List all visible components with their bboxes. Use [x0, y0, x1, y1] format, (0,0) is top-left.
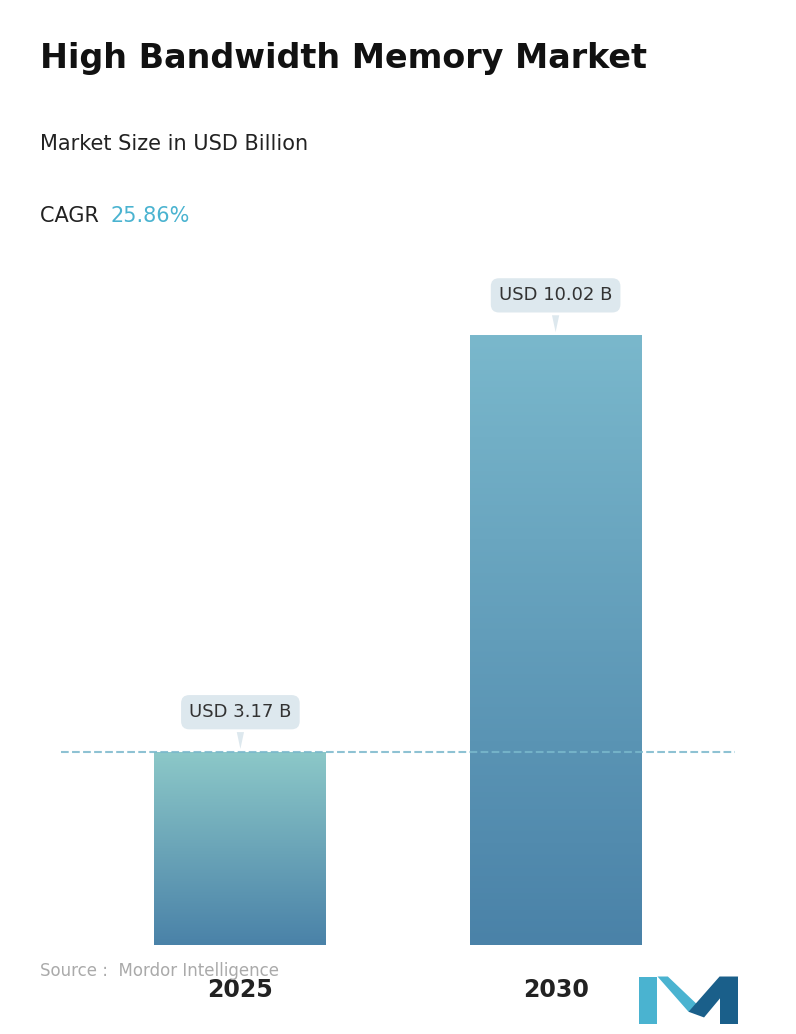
Text: 2025: 2025 [208, 978, 273, 1002]
Polygon shape [657, 976, 699, 1011]
Text: High Bandwidth Memory Market: High Bandwidth Memory Market [40, 41, 647, 74]
Text: 2030: 2030 [523, 978, 588, 1002]
Polygon shape [720, 976, 738, 1025]
Text: Source :  Mordor Intelligence: Source : Mordor Intelligence [40, 963, 279, 980]
Text: USD 3.17 B: USD 3.17 B [189, 703, 291, 749]
Polygon shape [689, 976, 738, 1017]
Text: 25.86%: 25.86% [110, 207, 189, 226]
Polygon shape [639, 976, 657, 1025]
Text: Market Size in USD Billion: Market Size in USD Billion [40, 133, 308, 154]
Text: USD 10.02 B: USD 10.02 B [499, 286, 612, 332]
Text: CAGR: CAGR [40, 207, 105, 226]
